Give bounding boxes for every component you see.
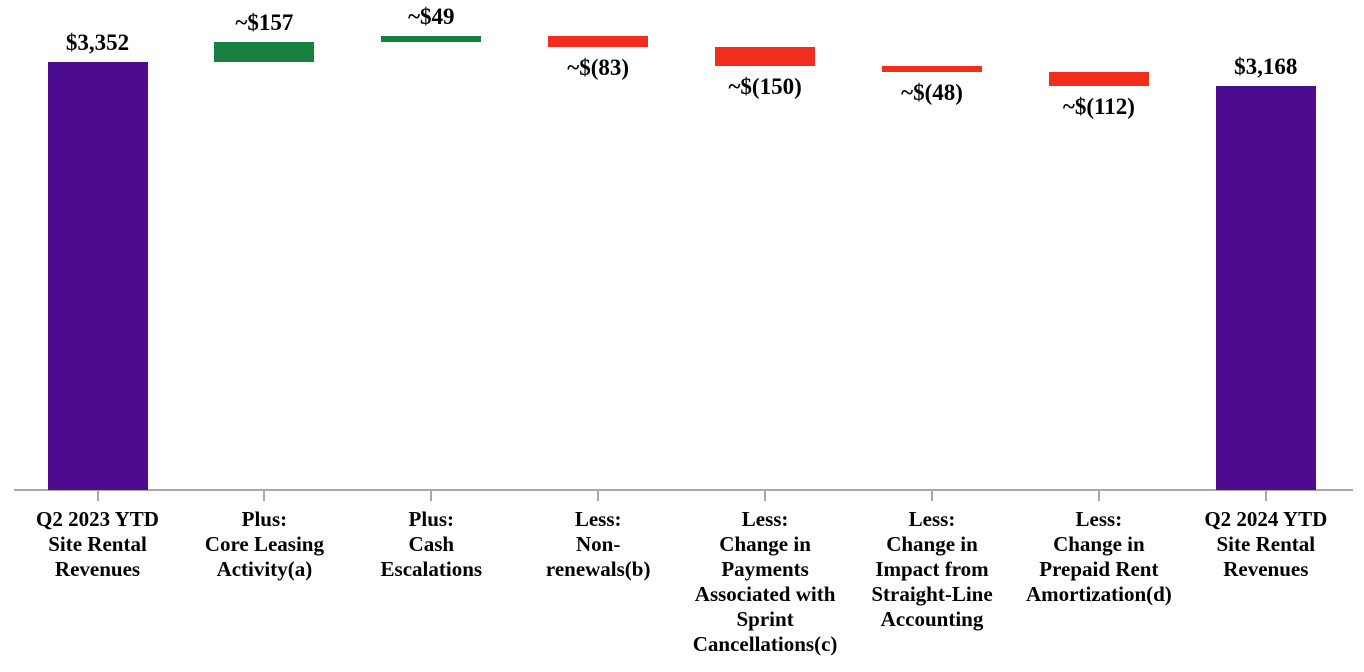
bar-value-label: ~$(112) <box>1062 94 1135 120</box>
bar-value-label: ~$(83) <box>567 54 630 80</box>
x-axis-tick <box>430 491 433 501</box>
x-axis-tick <box>764 491 767 501</box>
x-axis-tick <box>1264 491 1267 501</box>
waterfall-bar-1 <box>214 42 315 63</box>
bar-value-label: ~$49 <box>408 4 455 29</box>
waterfall-bar-0 <box>47 62 148 490</box>
x-axis-tick <box>597 491 600 501</box>
bar-value-label: ~$(48) <box>901 79 963 105</box>
x-axis-category-label: Plus: Core Leasing Activity(a) <box>204 507 324 581</box>
waterfall-bar-5 <box>882 65 982 72</box>
x-axis-category-label: Less: Non- renewals(b) <box>545 507 651 581</box>
waterfall-bar-7 <box>1215 85 1316 490</box>
x-axis-tick <box>263 491 266 501</box>
x-axis-category-label: Less: Change in Prepaid Rent Amortizatio… <box>1025 507 1172 606</box>
bar-value-label: ~$157 <box>235 10 294 36</box>
waterfall-bar-3 <box>548 36 649 47</box>
bar-value-label: ~$(150) <box>728 73 802 99</box>
x-axis-category-label: Q2 2023 YTD Site Rental Revenues <box>36 507 159 581</box>
x-axis-tick <box>96 491 99 501</box>
x-axis-category-label: Q2 2024 YTD Site Rental Revenues <box>1204 507 1328 581</box>
bar-value-label: $3,168 <box>1234 53 1298 79</box>
x-axis-tick <box>931 491 933 501</box>
bar-value-label: $3,352 <box>65 30 130 56</box>
x-axis-category-label: Less: Change in Impact from Straight-Lin… <box>871 507 993 631</box>
waterfall-bar-6 <box>1048 71 1149 87</box>
waterfall-bar-4 <box>715 46 816 66</box>
x-axis-category-label: Less: Change in Payments Associated with… <box>692 507 838 656</box>
x-axis-line <box>14 489 1353 491</box>
waterfall-bar-2 <box>381 36 482 43</box>
x-axis-tick <box>1097 491 1100 501</box>
x-axis-category-label: Plus: Cash Escalations <box>380 507 483 581</box>
